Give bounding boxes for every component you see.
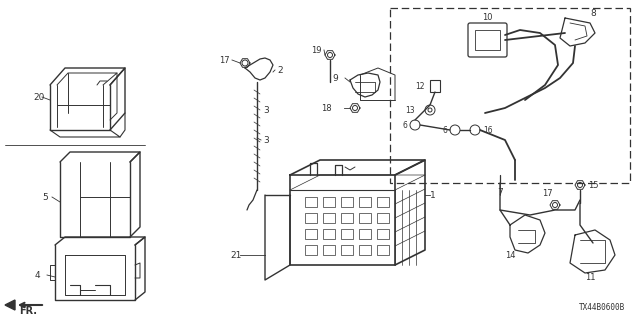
Text: 12: 12 (415, 82, 425, 91)
Text: 17: 17 (541, 188, 552, 197)
Bar (359, 245, 371, 255)
Text: 4: 4 (35, 270, 40, 279)
Text: 14: 14 (505, 251, 515, 260)
Text: 3: 3 (263, 135, 269, 145)
Text: 2: 2 (277, 66, 283, 75)
Bar (377, 245, 389, 255)
Text: 15: 15 (588, 180, 598, 189)
Bar (341, 245, 353, 255)
Text: 6: 6 (442, 125, 447, 134)
Bar (323, 197, 335, 207)
Bar (377, 197, 389, 207)
Bar (323, 245, 335, 255)
Text: 16: 16 (483, 125, 493, 134)
Text: 8: 8 (590, 9, 596, 18)
Bar (475, 30, 500, 50)
Bar (359, 229, 371, 239)
Text: 20: 20 (33, 92, 44, 101)
Bar (377, 213, 389, 223)
Text: 19: 19 (312, 45, 322, 54)
Bar (323, 229, 335, 239)
Bar (323, 213, 335, 223)
Text: 7: 7 (497, 188, 503, 196)
Bar (390, 8, 630, 183)
Text: 5: 5 (42, 193, 48, 202)
Text: 21: 21 (230, 251, 241, 260)
Text: 13: 13 (405, 106, 415, 115)
Bar (359, 197, 371, 207)
Bar (341, 197, 353, 207)
Text: 3: 3 (263, 106, 269, 115)
Bar (359, 213, 371, 223)
Bar (305, 213, 317, 223)
Bar (377, 229, 389, 239)
Polygon shape (5, 300, 15, 310)
Bar (341, 229, 353, 239)
Text: 18: 18 (321, 103, 332, 113)
Text: 11: 11 (585, 273, 595, 282)
Text: 1: 1 (430, 190, 436, 199)
Bar (305, 245, 317, 255)
Text: FR.: FR. (19, 306, 37, 316)
Bar (305, 229, 317, 239)
Text: 9: 9 (332, 74, 338, 83)
Bar (305, 197, 317, 207)
Bar (341, 213, 353, 223)
Text: 6: 6 (402, 121, 407, 130)
Text: 17: 17 (220, 55, 230, 65)
Bar (430, 80, 440, 92)
Text: TX44B0600B: TX44B0600B (579, 303, 625, 312)
Text: 10: 10 (482, 12, 492, 21)
